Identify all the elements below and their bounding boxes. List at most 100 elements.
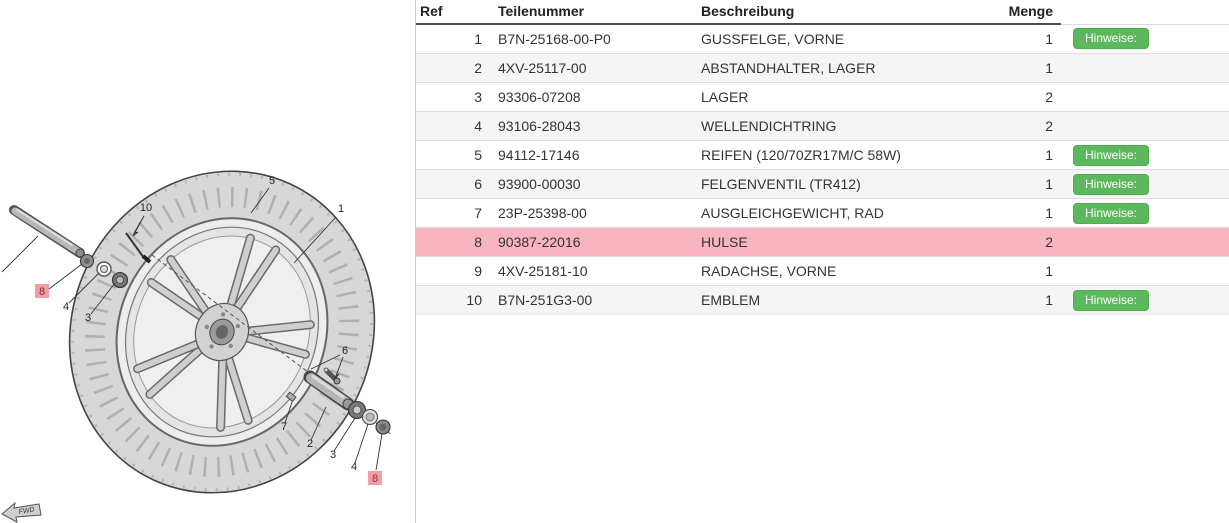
column-header-teilenummer: Teilenummer — [490, 0, 693, 25]
ref-cell: 9 — [416, 256, 490, 286]
sleeve-part-8-right-bore — [379, 423, 387, 431]
ref-cell: 10 — [416, 285, 490, 315]
bearing-part-3-bore — [116, 276, 124, 284]
part-number-cell: B7N-251G3-00 — [490, 285, 693, 315]
exploded-wheel-diagram: 5 1 10 4 3 6 7 2 3 4 8 8 — [1, 170, 393, 523]
table-row[interactable]: 4 93106-28043 WELLENDICHTRING 2 — [416, 111, 1229, 141]
column-header-menge: Menge — [991, 0, 1061, 25]
quantity-cell: 1 — [991, 198, 1061, 228]
table-row[interactable]: 7 23P-25398-00 AUSGLEICHGEWICHT, RAD 1 H… — [416, 198, 1229, 228]
hinweise-button[interactable]: Hinweise: — [1073, 28, 1150, 50]
hinweise-button[interactable]: Hinweise: — [1073, 144, 1150, 166]
description-cell: GUSSFELGE, VORNE — [701, 31, 845, 47]
valve-part-6-cap — [333, 377, 341, 385]
actions-cell — [1061, 82, 1229, 112]
assembly-axis-dashed-line — [151, 254, 393, 436]
left-small-parts — [79, 253, 129, 289]
parts-diagram-pane: 5 1 10 4 3 6 7 2 3 4 8 8 — [0, 0, 415, 523]
description-cell: HULSE — [693, 227, 991, 257]
callout-4-left: 4 — [63, 301, 69, 313]
hinweise-button[interactable]: Hinweise: — [1073, 202, 1150, 224]
actions-cell: Hinweise: — [1061, 198, 1229, 228]
actions-cell: Hinweise: — [1061, 169, 1229, 199]
hinweise-button[interactable]: Hinweise: — [1073, 173, 1150, 195]
quantity-cell: 2 — [991, 227, 1061, 257]
fwd-direction-arrow: FWD — [1, 501, 42, 523]
axle-leader-line — [1, 235, 39, 273]
callout-10: 10 — [140, 202, 152, 214]
description-cell: EMBLEM — [693, 285, 991, 315]
part-number-cell: 93106-28043 — [490, 111, 693, 141]
svg-text:8: 8 — [39, 286, 45, 298]
column-header-ref: Ref — [416, 0, 490, 25]
tire-tread — [84, 187, 360, 477]
spokes — [133, 233, 315, 432]
valve-part-6-tip — [323, 367, 329, 373]
callout-7: 7 — [281, 421, 287, 433]
actions-cell: Hinweise: — [1061, 140, 1229, 170]
part-number-cell: 90387-22016 — [490, 227, 693, 257]
ref-cell: 2 — [416, 53, 490, 83]
part-number-cell: 93306-07208 — [490, 82, 693, 112]
ref-cell: 4 — [416, 111, 490, 141]
actions-cell — [1061, 256, 1229, 286]
balance-weight-part-7 — [285, 391, 297, 403]
description-cell: RADACHSE, VORNE — [693, 256, 991, 286]
hinweise-button[interactable]: Hinweise: — [1073, 289, 1150, 311]
callout-6: 6 — [342, 345, 348, 357]
quantity-cell: 1 — [991, 140, 1061, 170]
table-header-row: Ref Teilenummer Beschreibung Menge — [416, 0, 1229, 25]
highlighted-callout-8-right: 8 — [368, 471, 382, 485]
parts-table: Ref Teilenummer Beschreibung Menge 1 B7N… — [416, 0, 1229, 315]
quantity-cell: 1 — [991, 256, 1061, 286]
quantity-cell: 2 — [991, 82, 1061, 112]
quantity-cell: 1 — [991, 169, 1061, 199]
callout-1: 1 — [338, 203, 344, 215]
table-row[interactable]: 9 4XV-25181-10 RADACHSE, VORNE 1 — [416, 256, 1229, 286]
quantity-cell: 1 — [991, 285, 1061, 315]
part-number-cell: 93900-00030 — [490, 169, 693, 199]
callout-2: 2 — [307, 438, 313, 450]
description-cell: ABSTANDHALTER, LAGER — [693, 53, 991, 83]
part-number-cell: 94112-17146 — [490, 140, 693, 170]
part-number-cell: 23P-25398-00 — [490, 198, 693, 228]
description-cell: WELLENDICHTRING — [693, 111, 991, 141]
table-row[interactable]: 3 93306-07208 LAGER 2 — [416, 82, 1229, 112]
actions-cell — [1061, 111, 1229, 141]
table-row[interactable]: 1 B7N-25168-00-P0 GUSSFELGE, VORNE 1 Hin… — [416, 24, 1229, 54]
part-number-cell: B7N-25168-00-P0 — [498, 31, 611, 47]
front-axle — [9, 205, 85, 258]
hub-bolt — [220, 312, 226, 317]
hub-bolt — [209, 344, 214, 349]
parts-table-pane: Ref Teilenummer Beschreibung Menge 1 B7N… — [415, 0, 1229, 523]
ref-cell: 1 — [474, 31, 482, 47]
ref-cell: 6 — [416, 169, 490, 199]
column-header-beschreibung: Beschreibung — [693, 0, 991, 25]
table-row[interactable]: 8 90387-22016 HULSE 2 — [416, 227, 1229, 257]
description-cell: REIFEN (120/70ZR17M/C 58W) — [693, 140, 991, 170]
actions-cell: Hinweise: — [1061, 24, 1229, 54]
table-row[interactable]: 2 4XV-25117-00 ABSTANDHALTER, LAGER 1 — [416, 53, 1229, 83]
bearing-part-3-right-bore — [352, 405, 362, 415]
seal-part-4-bore — [100, 265, 108, 273]
emblem-part-10 — [125, 232, 152, 264]
table-row[interactable]: 5 94112-17146 REIFEN (120/70ZR17M/C 58W)… — [416, 140, 1229, 170]
hub-bolt — [228, 343, 233, 349]
table-row[interactable]: 6 93900-00030 FELGENVENTIL (TR412) 1 Hin… — [416, 169, 1229, 199]
tire-tread-ticks — [71, 172, 373, 492]
seal-part-4-right-bore — [365, 412, 375, 422]
right-small-parts — [285, 367, 391, 435]
description-cell: FELGENVENTIL (TR412) — [693, 169, 991, 199]
callout-3-right: 3 — [330, 449, 336, 461]
callout-4-right: 4 — [351, 461, 357, 473]
parts-table-body: 1 B7N-25168-00-P0 GUSSFELGE, VORNE 1 Hin… — [416, 24, 1229, 315]
hub-center — [215, 325, 229, 339]
part-number-cell: 4XV-25181-10 — [490, 256, 693, 286]
callout-numbers: 5 1 10 4 3 6 7 2 3 4 8 8 — [35, 175, 382, 485]
callout-5: 5 — [269, 175, 275, 187]
hub-bolt — [204, 324, 209, 330]
quantity-cell: 1 — [1045, 31, 1053, 47]
table-row[interactable]: 10 B7N-251G3-00 EMBLEM 1 Hinweise: — [416, 285, 1229, 315]
actions-cell — [1061, 227, 1229, 257]
